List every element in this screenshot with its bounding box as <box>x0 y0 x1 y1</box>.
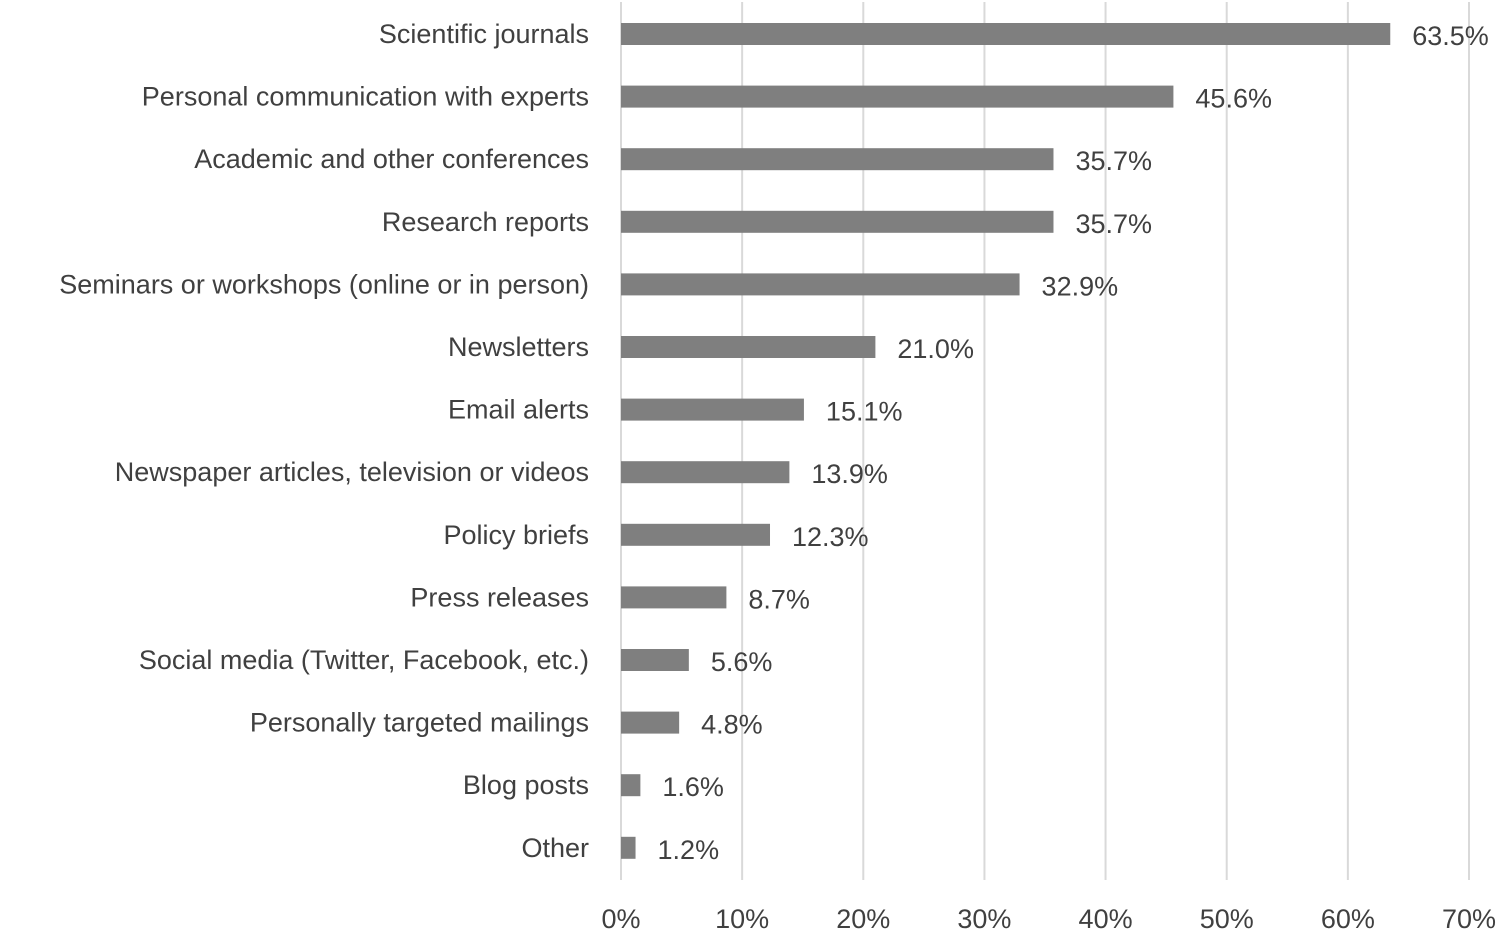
bars <box>621 23 1391 859</box>
x-tick-label: 70% <box>1442 904 1496 934</box>
x-tick-label: 20% <box>836 904 890 934</box>
value-label: 32.9% <box>1042 271 1119 301</box>
value-label: 8.7% <box>748 584 810 614</box>
value-label: 5.6% <box>711 647 773 677</box>
bar <box>621 461 790 484</box>
value-label: 13.9% <box>811 459 888 489</box>
value-label: 15.1% <box>826 397 903 427</box>
gridlines <box>620 2 1470 880</box>
x-tick-label: 0% <box>601 904 640 934</box>
category-label: Seminars or workshops (online or in pers… <box>59 269 589 299</box>
category-label: Personally targeted mailings <box>250 708 589 738</box>
category-label: Personal communication with experts <box>142 82 589 112</box>
value-label: 35.7% <box>1075 146 1152 176</box>
bar <box>621 774 641 797</box>
category-label: Social media (Twitter, Facebook, etc.) <box>139 645 589 675</box>
bar <box>621 649 689 671</box>
x-axis-tick-labels: 0% 10% 20% 30% 40% 50% 60% 70% <box>601 904 1496 934</box>
bar <box>621 586 727 609</box>
value-label: 21.0% <box>897 334 974 364</box>
category-label: Policy briefs <box>443 520 589 550</box>
category-label: Scientific journals <box>379 19 589 49</box>
bar <box>621 85 1174 108</box>
value-label: 1.6% <box>662 772 724 802</box>
x-tick-label: 30% <box>957 904 1011 934</box>
bar <box>621 148 1054 171</box>
category-label: Academic and other conferences <box>194 144 589 174</box>
value-label: 4.8% <box>701 710 763 740</box>
category-label: Newsletters <box>448 332 589 362</box>
bar <box>621 711 680 734</box>
category-labels: Scientific journals Personal communicatio… <box>59 19 589 863</box>
bar <box>621 398 804 421</box>
bar <box>621 273 1020 296</box>
bar <box>621 336 876 358</box>
value-labels: 63.5% 45.6% 35.7% 35.7% 32.9% 21.0% 15.1% 13.9%… <box>658 21 1489 865</box>
bar <box>621 23 1391 45</box>
category-label: Blog posts <box>463 770 589 800</box>
bar <box>621 523 771 546</box>
value-label: 35.7% <box>1075 209 1152 239</box>
value-label: 45.6% <box>1195 84 1272 114</box>
value-label: 63.5% <box>1412 21 1489 51</box>
category-label: Newspaper articles, television or videos <box>115 457 589 487</box>
category-label: Other <box>521 833 589 863</box>
category-label: Email alerts <box>448 395 589 425</box>
value-label: 12.3% <box>792 522 869 552</box>
x-tick-label: 60% <box>1321 904 1375 934</box>
bar <box>621 210 1054 233</box>
x-tick-label: 50% <box>1200 904 1254 934</box>
value-label: 1.2% <box>658 835 720 865</box>
category-label: Press releases <box>410 582 589 612</box>
x-tick-label: 10% <box>715 904 769 934</box>
x-tick-label: 40% <box>1079 904 1133 934</box>
category-label: Research reports <box>382 207 589 237</box>
bar <box>621 836 636 859</box>
